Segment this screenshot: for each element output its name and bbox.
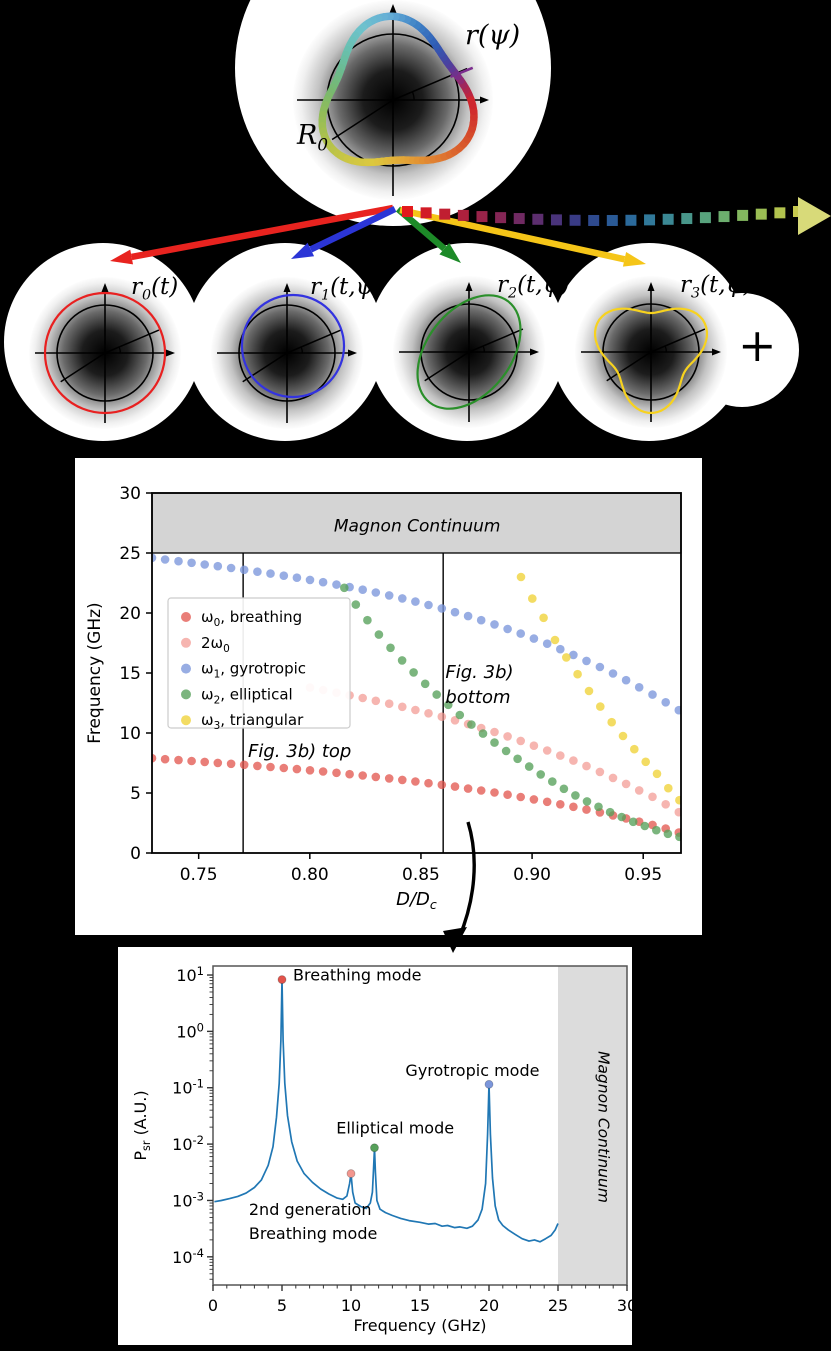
skyrmion xyxy=(293,0,493,200)
dispersion-chart: 0.75 0.80 0.85 0.90 0.95 0 5 10 15 20 25 30 D/Dc Freq… xyxy=(85,484,682,912)
x-tick-label: 10 xyxy=(341,1296,361,1315)
x-tick-label: 0.75 xyxy=(180,865,218,885)
annotation: Elliptical mode xyxy=(336,1118,454,1137)
peak-marker xyxy=(484,1079,494,1089)
gyrotropic-mode-circle xyxy=(240,293,346,399)
power-spectrum-line xyxy=(214,978,559,1243)
skyrmion xyxy=(575,276,727,428)
series xyxy=(152,553,681,715)
R0-label: R0 xyxy=(297,120,328,155)
legend-label: ω1, gyrotropic xyxy=(201,660,306,681)
x-tick-label: 0.85 xyxy=(402,865,440,885)
elliptical-mode-ellipse xyxy=(416,294,522,410)
y-tick-label: 10-3 xyxy=(172,1189,204,1210)
skyrmion xyxy=(29,277,181,429)
annotation: Breathing mode xyxy=(293,965,421,984)
mode-label-r1: r1(t,ψ) xyxy=(310,274,383,304)
y-tick-label: 0 xyxy=(130,844,141,864)
r-psi-label: r(ψ) xyxy=(465,20,521,51)
mode-sum-ring xyxy=(318,12,478,167)
mode-sum-dashed-arrow xyxy=(402,197,831,235)
legend-label: ω2, elliptical xyxy=(201,685,293,706)
y-tick-label: 30 xyxy=(119,484,141,504)
plus-sign: + xyxy=(738,318,777,372)
annotation: Gyrotropic mode xyxy=(405,1061,539,1080)
peak-marker xyxy=(277,975,287,984)
triangular-mode-curve xyxy=(594,307,708,414)
peak-marker xyxy=(346,1169,356,1178)
y-tick-label: 10-2 xyxy=(172,1133,204,1154)
annotation: Fig. 3b) top xyxy=(248,741,351,762)
annotation: 2nd generation xyxy=(249,1200,372,1219)
spectrum-chart-panel: 0 5 10 15 20 25 30 101 100 10-1 10-2 10-3 10-4 Freque… xyxy=(118,947,632,1345)
mode-label-r2: r2(t,ψ) xyxy=(497,272,570,302)
x-tick-label: 15 xyxy=(410,1296,430,1315)
y-axis-label: Psr (A.U.) xyxy=(131,1090,153,1160)
y-tick-label: 10-4 xyxy=(172,1246,204,1267)
annotation: Fig. 3b) xyxy=(445,662,513,683)
y-tick-label: 101 xyxy=(176,964,204,985)
legend-label: 2ω0 xyxy=(201,634,230,655)
x-tick-label: 5 xyxy=(277,1296,287,1315)
legend-label: ω3, triangular xyxy=(201,711,304,732)
band-label: Magnon Continuum xyxy=(595,1051,613,1203)
x-tick-label: 0.95 xyxy=(624,865,662,885)
annotation: Magnon Continuum xyxy=(334,516,501,536)
legend: ω0, breathing 2ω0 ω1, gyrotropic ω2, ellipt… xyxy=(167,597,351,732)
peak-marker xyxy=(370,1143,379,1153)
spectrum-chart: 0 5 10 15 20 25 30 101 100 10-1 10-2 10-3 10-4 Freque… xyxy=(131,964,632,1335)
annotation: Breathing mode xyxy=(249,1224,377,1243)
x-tick-label: 30 xyxy=(617,1296,632,1315)
magnon-continuum-band xyxy=(558,966,627,1285)
annotation: bottom xyxy=(445,687,510,708)
skyrmion xyxy=(211,277,363,429)
skyrmion xyxy=(393,276,545,428)
x-tick-label: 0.80 xyxy=(291,865,329,885)
y-tick-label: 15 xyxy=(119,664,141,684)
series xyxy=(152,753,681,837)
y-axis-label: Frequency (GHz) xyxy=(85,602,105,743)
y-tick-label: 10-1 xyxy=(172,1077,204,1098)
x-tick-label: 20 xyxy=(479,1296,499,1315)
y-tick-label: 5 xyxy=(130,784,141,804)
x-axis-label: Frequency (GHz) xyxy=(353,1316,486,1335)
x-axis-label: D/Dc xyxy=(396,889,437,912)
series xyxy=(340,583,681,842)
legend-label: ω0, breathing xyxy=(201,608,302,629)
x-tick-label: 25 xyxy=(548,1296,568,1315)
breathing-mode-circle xyxy=(43,291,167,415)
y-tick-label: 25 xyxy=(119,544,141,564)
y-tick-label: 10 xyxy=(119,724,141,744)
mode-label-r3: r3(t,ψ) xyxy=(680,272,753,302)
mode-label-r0: r0(t) xyxy=(131,274,179,304)
x-tick-label: 0.90 xyxy=(513,865,551,885)
x-tick-label: 0 xyxy=(208,1296,218,1315)
series xyxy=(516,572,681,805)
y-tick-label: 100 xyxy=(176,1020,204,1041)
dispersion-chart-panel: 0.75 0.80 0.85 0.90 0.95 0 5 10 15 20 25 30 D/Dc Freq… xyxy=(75,458,702,935)
skyrmion-decomposition-diagram xyxy=(4,0,831,441)
y-tick-label: 20 xyxy=(119,604,141,624)
